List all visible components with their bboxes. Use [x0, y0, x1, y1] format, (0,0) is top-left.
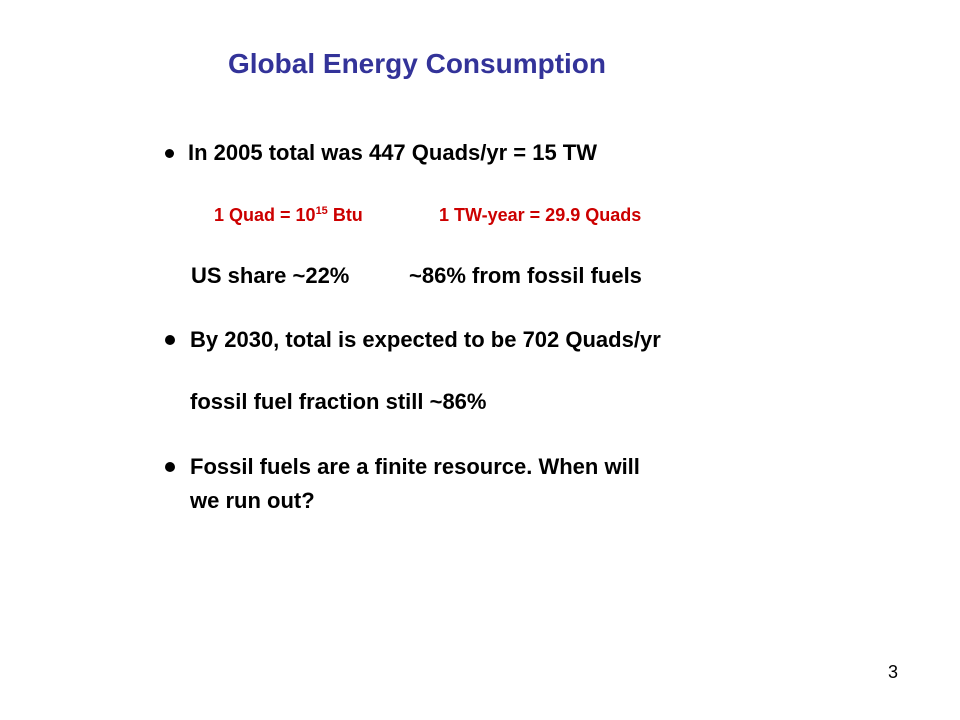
bullet-2030-projection: By 2030, total is expected to be 702 Qua… [190, 327, 661, 352]
conversion-line: 1 Quad = 1015 Btu [214, 201, 363, 229]
quad-conversion-prefix: 1 Quad = 10 [214, 205, 316, 225]
slide-title: Global Energy Consumption [228, 48, 607, 79]
quad-conversion-suffix: Btu [327, 205, 363, 225]
fossil-fraction-text: fossil fuel fraction still ~86% [190, 389, 487, 414]
fossil-share-text: ~86% from fossil fuels [409, 263, 642, 288]
bullet-finite-resource-line1: Fossil fuels are a finite resource. When… [190, 454, 640, 479]
tw-year-conversion: 1 TW-year = 29.9 Quads [439, 205, 642, 225]
quad-conversion: 1 Quad = 1015 Btu [214, 205, 363, 225]
bullet-icon [165, 462, 175, 472]
bullet-icon [165, 149, 174, 158]
us-share-text: US share ~22% [191, 263, 350, 288]
quad-conversion-exponent: 15 [315, 205, 328, 217]
bullet-icon [165, 335, 175, 345]
bullet-2005-total: In 2005 total was 447 Quads/yr = 15 TW [188, 140, 598, 165]
bullet-finite-resource-line2: we run out? [190, 488, 315, 513]
page-number: 3 [888, 662, 899, 682]
